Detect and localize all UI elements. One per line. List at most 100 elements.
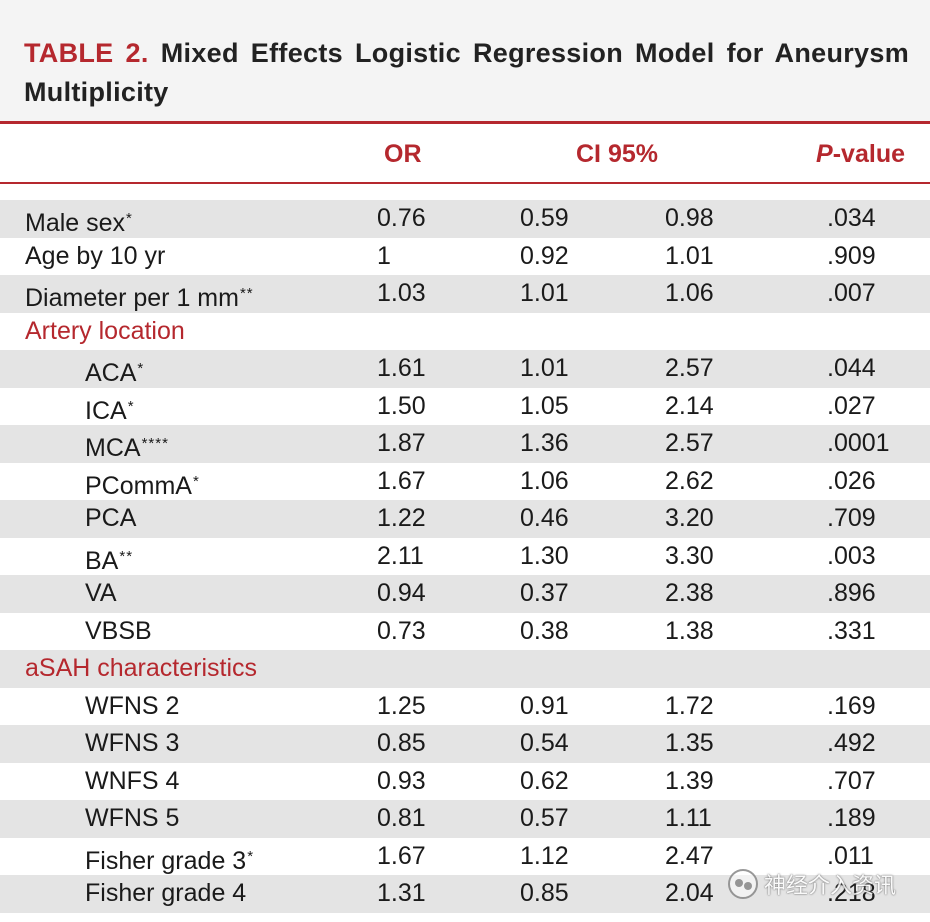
odds-ratio-cell: 0.76: [377, 204, 426, 232]
p-value-cell: .896: [827, 579, 876, 607]
odds-ratio-cell: 0.73: [377, 616, 426, 645]
significance-stars: **: [239, 285, 254, 302]
row-label: WFNS 5: [85, 800, 179, 838]
wechat-icon: [728, 869, 758, 899]
row-label: VBSB: [85, 613, 152, 651]
ci-upper-cell: 2.38: [665, 579, 714, 607]
p-value-cell: .011: [827, 841, 874, 870]
ci-lower-cell: 1.05: [520, 391, 569, 420]
header-p-value: P-value: [816, 140, 905, 169]
watermark-text: 神经介入资讯: [764, 874, 897, 899]
odds-ratio-cell: 1.87: [377, 429, 426, 457]
row-label-text: WNFS 4: [85, 766, 180, 795]
significance-stars: *: [247, 847, 255, 865]
odds-ratio-cell: 1.31: [377, 879, 426, 907]
odds-ratio-cell: 0.85: [377, 729, 426, 757]
row-label: Male sex*: [25, 200, 133, 243]
table-number: TABLE 2.: [24, 38, 149, 68]
p-value-cell: .007: [827, 279, 876, 307]
ci-upper-cell: 2.04: [665, 879, 714, 907]
row-label-text: ICA: [85, 396, 127, 425]
row-label-text: VA: [85, 579, 117, 607]
ci-upper-cell: 0.98: [665, 204, 714, 232]
odds-ratio-cell: 1.61: [377, 354, 426, 382]
row-label: VA: [85, 575, 117, 613]
significance-stars: *: [126, 210, 133, 227]
header-or: OR: [384, 140, 422, 168]
p-value-cell: .909: [827, 241, 876, 270]
ci-lower-cell: 0.59: [520, 204, 569, 232]
section-header-row: Artery location: [0, 313, 930, 351]
ci-lower-cell: 0.38: [520, 616, 569, 645]
row-label: PCA: [85, 500, 136, 538]
ci-upper-cell: 2.57: [665, 429, 714, 457]
row-label: PCommA*: [85, 463, 200, 506]
ci-lower-cell: 1.30: [520, 541, 569, 570]
row-label-text: MCA: [85, 434, 141, 462]
row-label-text: VBSB: [85, 616, 152, 645]
table-row: PCommA* 1.67 1.06 2.62 .026: [0, 463, 930, 501]
row-label: WNFS 4: [85, 763, 179, 801]
significance-stars: **: [119, 547, 134, 565]
odds-ratio-cell: 2.11: [377, 541, 424, 570]
ci-upper-cell: 1.06: [665, 279, 714, 307]
odds-ratio-cell: 0.94: [377, 579, 426, 607]
ci-lower-cell: 0.62: [520, 766, 569, 795]
row-label-text: WFNS 2: [85, 691, 180, 720]
significance-stars: *: [192, 472, 200, 490]
header-p-suffix: -value: [832, 140, 905, 168]
ci-lower-cell: 1.01: [520, 279, 569, 307]
table-row: Fisher grade 3* 1.67 1.12 2.47 .011: [0, 838, 930, 876]
ci-lower-cell: 1.12: [520, 841, 569, 870]
ci-lower-cell: 0.46: [520, 504, 569, 532]
odds-ratio-cell: 1.03: [377, 279, 426, 307]
row-label: Age by 10 yr: [25, 238, 165, 276]
ci-upper-cell: 2.47: [665, 841, 714, 870]
table-title-box: TABLE 2. Mixed Effects Logistic Regressi…: [0, 0, 930, 124]
row-label: Diameter per 1 mm**: [25, 275, 254, 318]
table-row: WNFS 4 0.93 0.62 1.39 .707: [0, 763, 930, 801]
row-label-text: Fisher grade 3: [85, 846, 247, 875]
p-value-cell: .044: [827, 354, 876, 382]
row-label-text: aSAH characteristics: [25, 654, 258, 682]
table-row: ICA* 1.50 1.05 2.14 .027: [0, 388, 930, 426]
table-row: Diameter per 1 mm** 1.03 1.01 1.06 .007: [0, 275, 930, 313]
odds-ratio-cell: 0.81: [377, 804, 426, 832]
row-label-text: ACA: [85, 359, 137, 387]
table-title: TABLE 2. Mixed Effects Logistic Regressi…: [24, 34, 909, 112]
odds-ratio-cell: 1.25: [377, 691, 426, 720]
p-value-cell: .218: [827, 879, 876, 907]
row-label-text: Age by 10 yr: [25, 241, 166, 270]
p-value-cell: .034: [827, 204, 876, 232]
row-label-text: Fisher grade 4: [85, 879, 247, 907]
header-p-prefix: P: [816, 140, 833, 168]
ci-upper-cell: 2.57: [665, 354, 714, 382]
table-row: BA** 2.11 1.30 3.30 .003: [0, 538, 930, 576]
p-value-cell: .169: [827, 691, 876, 720]
ci-lower-cell: 0.54: [520, 729, 569, 757]
row-label: ICA*: [85, 388, 135, 431]
table-row: WFNS 3 0.85 0.54 1.35 .492: [0, 725, 930, 763]
row-label: ACA*: [85, 350, 144, 393]
table-row: PCA 1.22 0.46 3.20 .709: [0, 500, 930, 538]
table-row: Age by 10 yr 1 0.92 1.01 .909: [0, 238, 930, 276]
ci-upper-cell: 1.35: [665, 729, 714, 757]
p-value-cell: .707: [827, 766, 876, 795]
p-value-cell: .331: [827, 616, 876, 645]
row-label: WFNS 3: [85, 725, 179, 763]
table-row: WFNS 5 0.81 0.57 1.11 .189: [0, 800, 930, 838]
row-label-text: PCommA: [85, 471, 192, 500]
row-label: WFNS 2: [85, 688, 179, 726]
row-label: BA**: [85, 538, 133, 581]
p-value-cell: .709: [827, 504, 876, 532]
table-row: VA 0.94 0.37 2.38 .896: [0, 575, 930, 613]
ci-lower-cell: 1.06: [520, 466, 569, 495]
row-label-text: PCA: [85, 504, 137, 532]
p-value-cell: .027: [827, 391, 876, 420]
table-row: Fisher grade 4 1.31 0.85 2.04 .218: [0, 875, 930, 913]
row-label-text: Artery location: [25, 316, 185, 345]
ci-upper-cell: 1.01: [665, 241, 714, 270]
significance-stars: ****: [141, 435, 169, 452]
table-row: WFNS 2 1.25 0.91 1.72 .169: [0, 688, 930, 726]
odds-ratio-cell: 1.67: [377, 841, 426, 870]
